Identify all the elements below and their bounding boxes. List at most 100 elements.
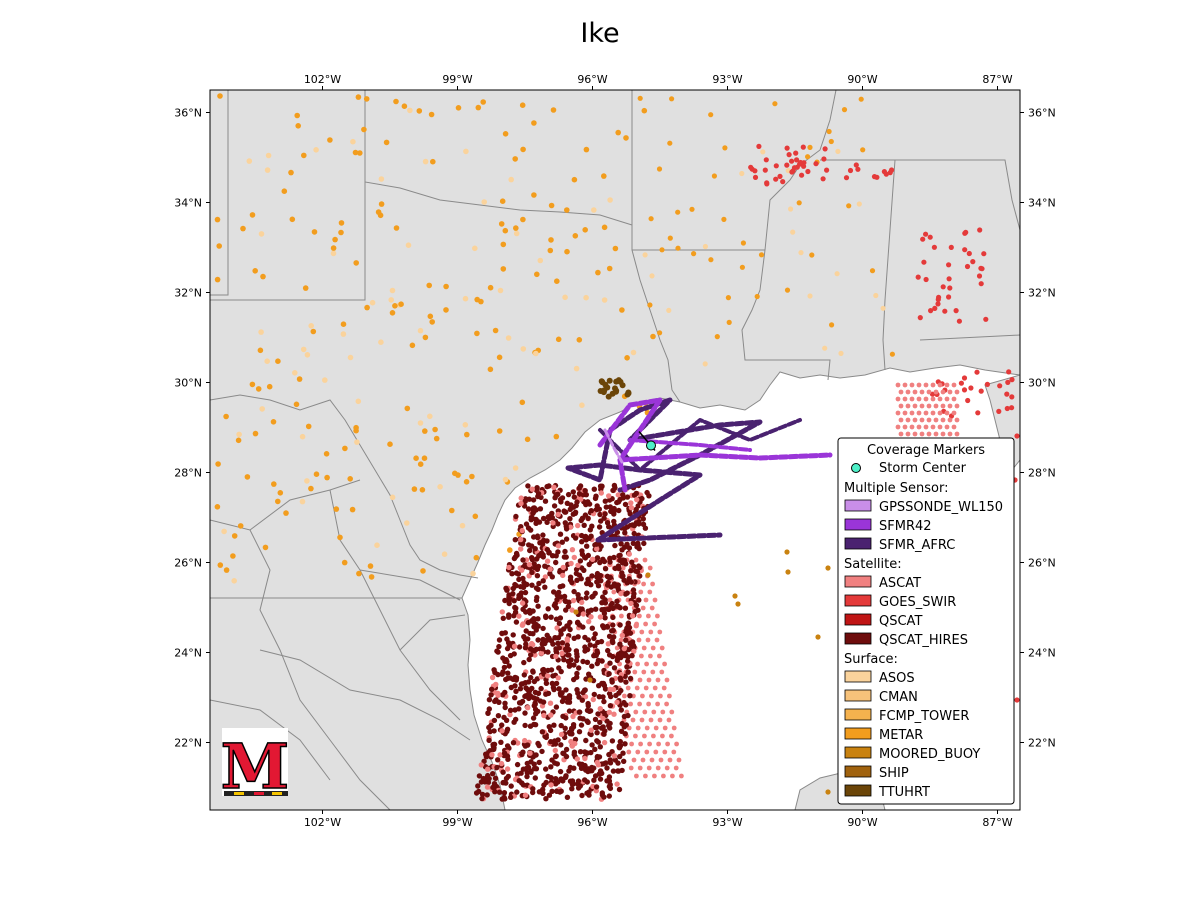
qscat-hires-point [599,680,605,687]
qscat-hires-point [608,508,614,515]
qscat-hires-point [544,519,550,525]
qscat-hires-point [551,503,558,509]
qscat-hires-point [526,561,533,568]
qscat-hires-point [522,636,528,643]
qscat-hires-point [550,641,556,647]
ascat-point [954,417,960,423]
goes-swir-point [946,262,952,268]
surface-station-point [332,236,338,243]
surface-station-point [553,433,560,440]
ascat-point [664,765,670,771]
surface-station-point [223,567,230,573]
ascat-point [641,581,646,587]
surface-station-point [579,402,585,409]
ascat-point [633,709,639,715]
surface-station-point [271,481,277,487]
qscat-hires-point [589,625,595,631]
surface-station-point [231,533,238,539]
qscat-hires-point [605,579,611,586]
ascat-point [653,749,659,755]
ascat-point [647,565,653,571]
qscat-hires-point [586,708,593,714]
qscat-hires-point [476,773,483,779]
surface-station-point [572,233,579,239]
ascat-point [944,382,950,388]
qscat-hires-point [569,607,575,613]
qscat-hires-point [575,778,582,784]
qscat-hires-point [518,700,524,706]
surface-station-point [835,148,841,154]
surface-station-point [537,257,544,264]
surface-station-point [296,376,303,382]
ascat-point [930,382,936,388]
qscat-hires-point [560,564,566,571]
surface-station-point [422,158,429,165]
surface-station-point [656,166,663,172]
surface-station-point [449,507,455,514]
qscat-hires-point [602,615,608,621]
qscat-hires-point [563,746,570,753]
qscat-hires-point [502,658,508,664]
qscat-hires-point [616,786,623,793]
qscat-hires-point [633,490,639,497]
qscat-hires-point [495,649,501,655]
qscat-hires-point [508,783,514,789]
qscat-hires-point [551,589,557,595]
qscat-hires-point [540,532,546,538]
qscat-hires-point [550,520,556,526]
qscat-hires-point [598,490,604,496]
goes-swir-point [931,244,938,250]
surface-station-point [838,350,844,356]
qscat-hires-point [573,566,580,573]
surface-station-point [505,335,512,341]
ascat-point [954,389,960,395]
ascat-point [640,693,645,699]
qscat-hires-point [486,724,492,731]
surface-station-point [475,104,482,111]
qscat-hires-point [490,771,496,777]
surface-station-point [437,484,443,490]
qscat-hires-point [503,717,510,723]
qscat-hires-point [502,704,508,711]
qscat-hires-point [581,567,587,573]
ascat-point [639,653,644,659]
qscat-hires-point [570,504,577,510]
surface-station-point [502,476,509,483]
ascat-point [656,741,661,747]
ascat-point [636,637,642,643]
ascat-point [637,613,642,619]
legend-swatch [844,613,872,626]
qscat-hires-point [504,726,511,732]
goes-swir-point [773,163,779,169]
goes-swir-point [881,169,888,175]
qscat-hires-point [622,591,629,597]
surface-station-point [409,342,416,349]
qscat-hires-point [578,496,584,502]
surface-station-point [809,252,815,258]
surface-station-point [726,319,732,325]
surface-station-point [252,430,259,437]
ascat-point [937,396,943,402]
goes-swir-point [996,408,1002,414]
qscat-hires-point [521,672,527,678]
qscat-hires-point [605,641,611,647]
surface-station-point [667,235,673,241]
qscat-hires-point [577,715,583,721]
ascat-point [652,597,658,603]
qscat-hires-point [499,609,505,615]
legend-swatch [844,765,872,778]
goes-swir-point [953,308,959,314]
lon-tick-label: 90°W [847,816,877,829]
qscat-hires-point [571,635,577,641]
surface-station-point [531,192,537,198]
surface-station-point [601,297,608,303]
lon-tick-label: 99°W [442,73,472,86]
qscat-hires-point [631,563,637,570]
qscat-hires-point [535,491,542,497]
qscat-hires-point [601,739,608,746]
goes-swir-point [968,385,974,391]
surface-station-point [502,227,509,234]
surface-station-point [576,337,583,343]
qscat-hires-point [619,720,625,727]
ascat-point [650,581,655,587]
